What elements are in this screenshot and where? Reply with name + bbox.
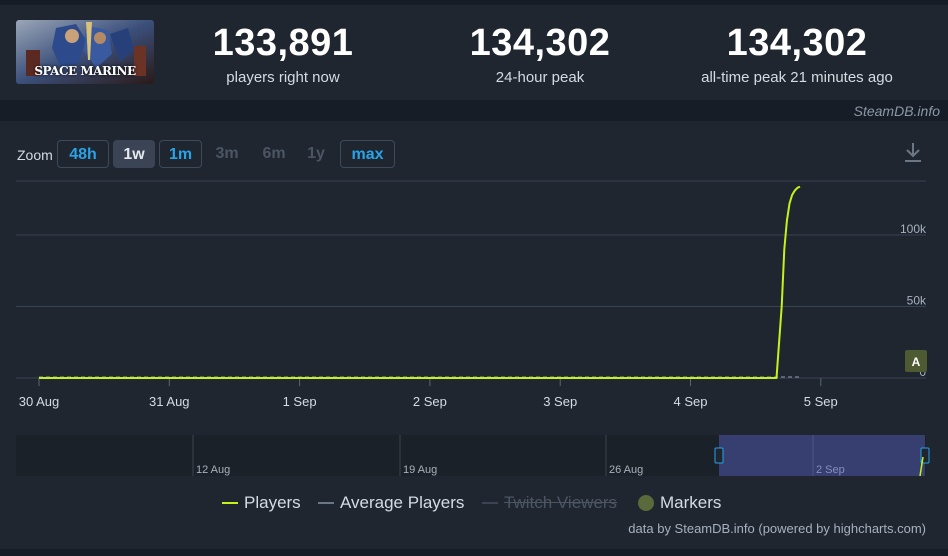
zoom-max-button[interactable]: max — [340, 140, 395, 168]
legend-players[interactable]: Players — [222, 493, 301, 513]
navigator-label: 26 Aug — [609, 464, 643, 476]
game-logo[interactable]: SPACE MARINE — [16, 20, 154, 84]
twitch-line-icon — [482, 502, 498, 504]
marker-label: A — [912, 355, 921, 369]
alltime-peak-label: all-time peak 21 minutes ago — [701, 69, 893, 86]
navigator-players-line — [919, 456, 924, 477]
zoom-6m-button: 6m — [262, 145, 286, 162]
stat-current-players: 133,891 players right now — [158, 23, 408, 86]
current-players-value: 133,891 — [212, 22, 354, 64]
zoom-1w-button[interactable]: 1w — [113, 140, 155, 168]
peak-24h-value: 134,302 — [469, 22, 611, 64]
navigator-selection[interactable] — [719, 435, 925, 476]
alltime-peak-value: 134,302 — [726, 22, 868, 64]
legend-markers[interactable]: Markers — [638, 493, 721, 513]
legend-average-label: Average Players — [340, 493, 465, 512]
y-tick-label: 100k — [900, 222, 927, 236]
legend-markers-label: Markers — [660, 493, 722, 512]
zoom-3m-button: 3m — [215, 145, 239, 162]
markers-dot-icon — [638, 495, 654, 511]
zoom-1y-button: 1y — [307, 145, 325, 162]
x-tick-label: 31 Aug — [149, 394, 190, 409]
legend-average[interactable]: Average Players — [318, 493, 464, 513]
game-logo-text: SPACE MARINE — [34, 64, 136, 78]
marker-flag — [905, 350, 927, 372]
current-players-label: players right now — [226, 69, 340, 86]
x-tick-label: 3 Sep — [543, 394, 577, 409]
chart-credits[interactable]: data by SteamDB.info (powered by highcha… — [628, 521, 926, 536]
steamdb-watermark: SteamDB.info — [853, 103, 940, 119]
zoom-label: Zoom — [17, 147, 53, 163]
navigator-handle-left[interactable] — [714, 447, 724, 464]
x-tick-label: 1 Sep — [283, 394, 317, 409]
average-line-icon — [318, 502, 334, 504]
legend-twitch-label: Twitch Viewers — [504, 493, 618, 512]
x-tick-label: 2 Sep — [413, 394, 447, 409]
stat-alltime-peak: 134,302 all-time peak 21 minutes ago — [672, 23, 922, 86]
players-line-icon — [222, 502, 238, 504]
stats-panel: SPACE MARINE 133,891 players right now 1… — [0, 5, 948, 100]
chart-legend: Players Average Players Twitch Viewers M… — [0, 493, 948, 517]
legend-twitch[interactable]: Twitch Viewers — [482, 493, 617, 513]
peak-24h-label: 24-hour peak — [495, 69, 585, 86]
x-tick-label: 4 Sep — [674, 394, 708, 409]
navigator-bg — [16, 435, 926, 476]
navigator-label: 2 Sep — [816, 464, 845, 476]
x-tick-label: 5 Sep — [804, 394, 838, 409]
zoom-1m-button[interactable]: 1m — [159, 140, 202, 168]
zoom-48h-button[interactable]: 48h — [57, 140, 109, 168]
y-tick-label: 50k — [907, 294, 927, 308]
legend-players-label: Players — [244, 493, 301, 512]
navigator-label: 12 Aug — [196, 464, 230, 476]
stat-24h-peak: 134,302 24-hour peak — [415, 23, 665, 86]
x-tick-label: 30 Aug — [19, 394, 60, 409]
players-line — [39, 185, 801, 379]
navigator-label: 19 Aug — [403, 464, 437, 476]
download-icon[interactable] — [902, 141, 924, 165]
